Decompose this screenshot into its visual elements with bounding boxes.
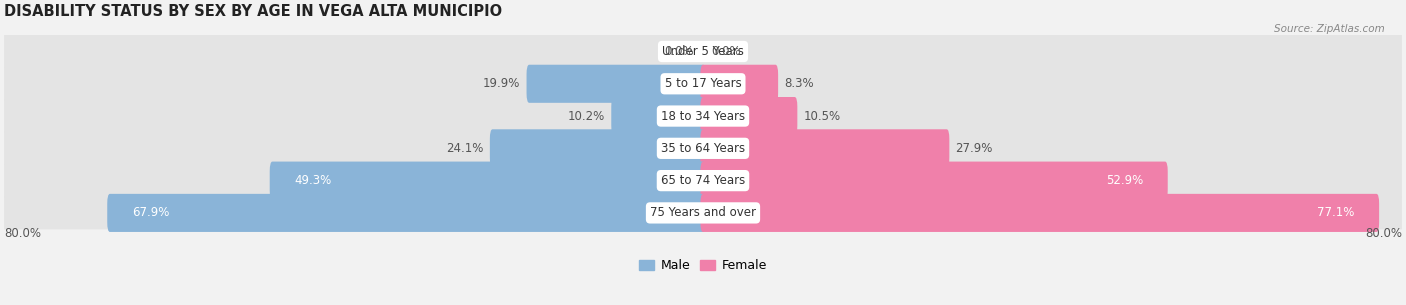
Legend: Male, Female: Male, Female <box>634 254 772 277</box>
Text: 27.9%: 27.9% <box>956 142 993 155</box>
FancyBboxPatch shape <box>4 100 1402 132</box>
Bar <box>690 171 703 190</box>
FancyBboxPatch shape <box>107 194 706 232</box>
Bar <box>690 139 703 158</box>
Text: 19.9%: 19.9% <box>484 77 520 90</box>
FancyBboxPatch shape <box>4 132 1402 165</box>
Text: 52.9%: 52.9% <box>1107 174 1143 187</box>
Bar <box>703 74 716 93</box>
FancyBboxPatch shape <box>700 194 1379 232</box>
Text: Under 5 Years: Under 5 Years <box>662 45 744 58</box>
Text: 75 Years and over: 75 Years and over <box>650 206 756 219</box>
FancyBboxPatch shape <box>270 162 706 200</box>
FancyBboxPatch shape <box>4 164 1402 197</box>
FancyBboxPatch shape <box>4 196 1402 229</box>
FancyBboxPatch shape <box>700 129 949 167</box>
Bar <box>690 74 703 93</box>
Bar <box>690 107 703 125</box>
Text: 10.2%: 10.2% <box>568 109 605 123</box>
FancyBboxPatch shape <box>526 65 706 103</box>
Text: 0.0%: 0.0% <box>665 45 695 58</box>
Bar <box>703 107 716 125</box>
Bar <box>703 171 716 190</box>
Text: 10.5%: 10.5% <box>803 109 841 123</box>
Text: 77.1%: 77.1% <box>1317 206 1354 219</box>
FancyBboxPatch shape <box>489 129 706 167</box>
Text: 24.1%: 24.1% <box>446 142 484 155</box>
Text: 80.0%: 80.0% <box>4 228 41 240</box>
Text: 8.3%: 8.3% <box>785 77 814 90</box>
FancyBboxPatch shape <box>612 97 706 135</box>
Bar <box>690 203 703 222</box>
FancyBboxPatch shape <box>700 65 778 103</box>
Bar <box>703 203 716 222</box>
Text: DISABILITY STATUS BY SEX BY AGE IN VEGA ALTA MUNICIPIO: DISABILITY STATUS BY SEX BY AGE IN VEGA … <box>4 4 502 19</box>
Text: 5 to 17 Years: 5 to 17 Years <box>665 77 741 90</box>
FancyBboxPatch shape <box>700 97 797 135</box>
Text: 80.0%: 80.0% <box>1365 228 1402 240</box>
Bar <box>703 139 716 158</box>
FancyBboxPatch shape <box>4 67 1402 100</box>
Text: 35 to 64 Years: 35 to 64 Years <box>661 142 745 155</box>
Text: Source: ZipAtlas.com: Source: ZipAtlas.com <box>1274 24 1385 34</box>
Text: 67.9%: 67.9% <box>132 206 169 219</box>
Text: 18 to 34 Years: 18 to 34 Years <box>661 109 745 123</box>
FancyBboxPatch shape <box>700 162 1168 200</box>
FancyBboxPatch shape <box>4 35 1402 68</box>
Text: 0.0%: 0.0% <box>711 45 741 58</box>
Text: 49.3%: 49.3% <box>294 174 332 187</box>
Text: 65 to 74 Years: 65 to 74 Years <box>661 174 745 187</box>
